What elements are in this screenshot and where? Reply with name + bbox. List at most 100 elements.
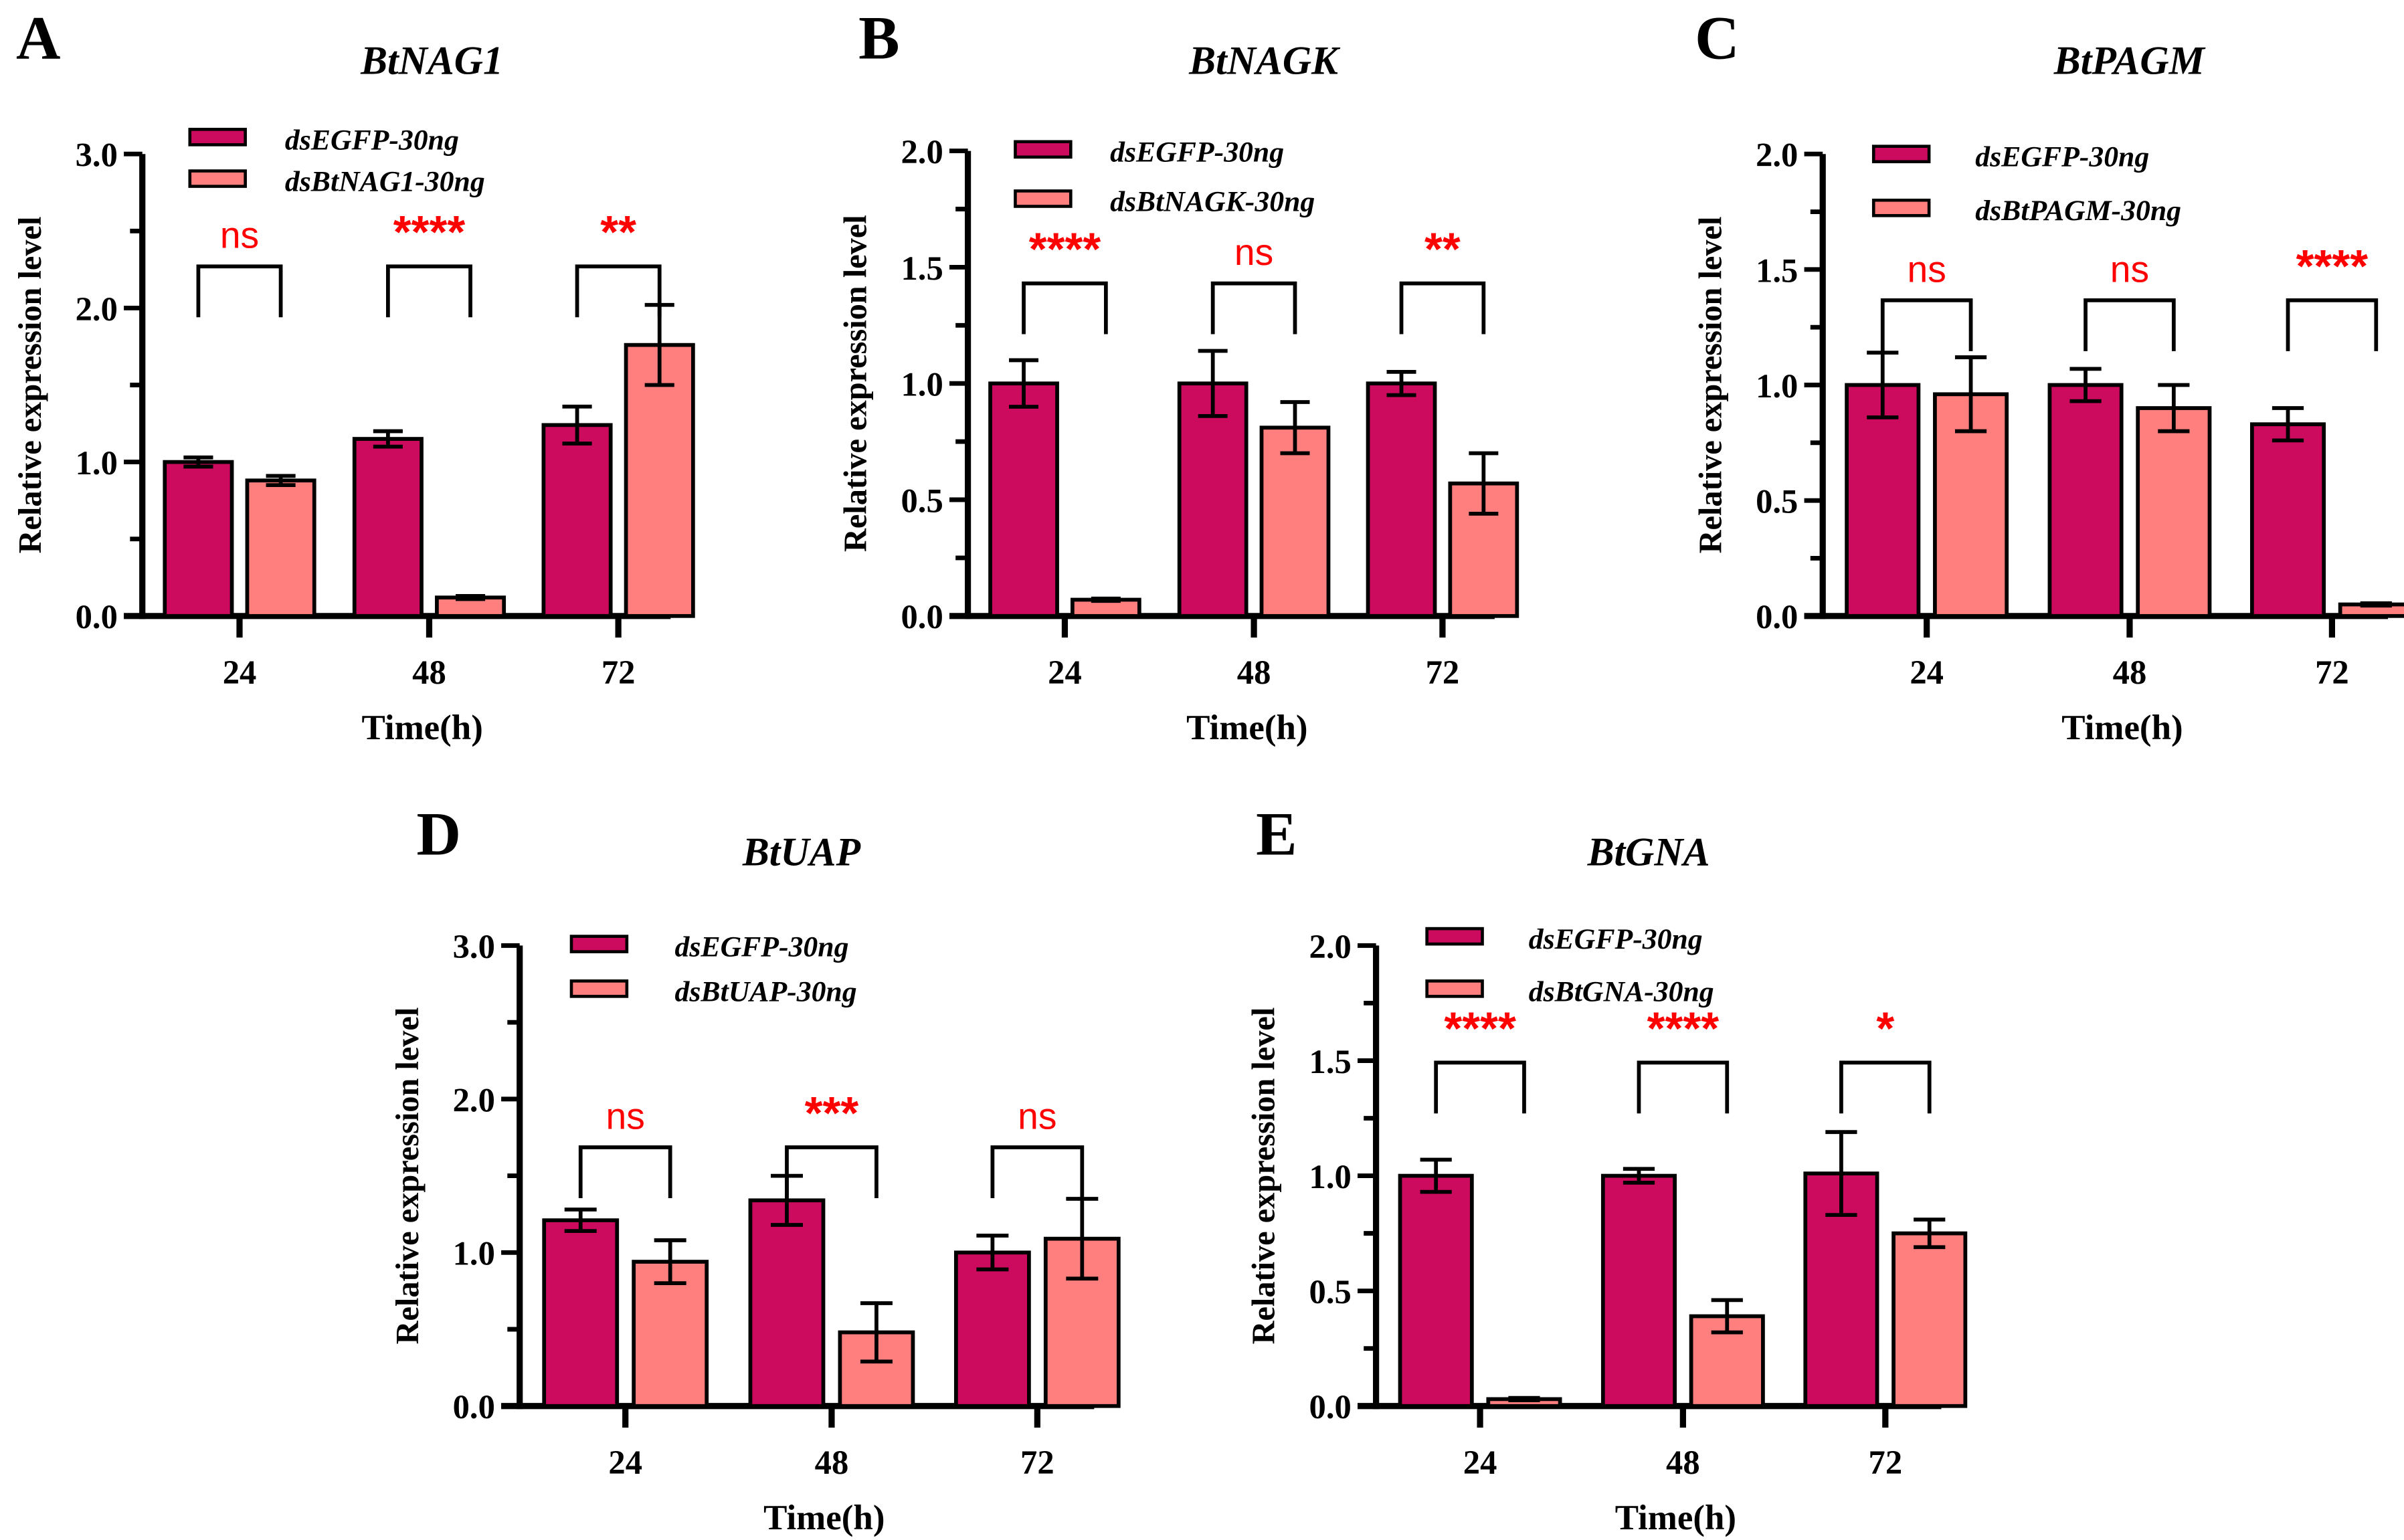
y-tick-label: 0.0	[901, 598, 943, 636]
bar-control	[542, 1218, 620, 1408]
bar-control	[2249, 422, 2326, 618]
significance-label: ****	[1029, 223, 1101, 275]
bar-control	[1845, 383, 1921, 618]
legend-swatch	[569, 935, 629, 953]
y-tick-label: 0.0	[1756, 598, 1798, 636]
bar-treatment	[245, 478, 316, 618]
x-tick-label: 48	[412, 654, 446, 691]
x-tick-label: 72	[1020, 1444, 1054, 1481]
error-bar	[654, 1238, 686, 1286]
panel-b: B BtNAGK 0.0 0.5 1.0 1.5 2.0 Relative expressio…	[838, 3, 1519, 747]
significance-label: **	[600, 206, 636, 258]
error-bar	[1386, 369, 1416, 397]
error-bar	[1508, 1395, 1540, 1403]
y-tick-label: 0.5	[1309, 1273, 1352, 1311]
significance-label: *	[1876, 1002, 1894, 1054]
error-bar	[1867, 351, 1899, 419]
chart-title: BtNAG1	[360, 38, 503, 82]
error-bar	[373, 429, 403, 449]
panel-c: C BtPAGM 0.0 0.5 1.0 1.5 2.0 Relative expressio…	[1693, 3, 2404, 747]
y-tick-label: 0.0	[76, 598, 118, 636]
y-tick-label: 1.0	[1309, 1158, 1352, 1195]
bar-control	[2047, 383, 2124, 618]
y-tick-label: 1.0	[76, 444, 118, 482]
y-tick-label: 0.0	[1309, 1388, 1352, 1426]
y-axis-label: Relative expression level	[1693, 217, 1728, 554]
significance-bracket	[2084, 298, 2176, 351]
x-tick-label: 48	[1666, 1444, 1700, 1481]
error-bar	[2158, 383, 2190, 434]
error-bar	[1280, 400, 1310, 456]
x-tick-label: 48	[815, 1444, 849, 1481]
legend-label: dsBtPAGM-30ng	[1975, 195, 2181, 227]
y-tick-label: 2.0	[1309, 928, 1352, 965]
legend-swatch	[1014, 189, 1073, 208]
y-tick-label: 2.0	[1756, 136, 1798, 174]
significance-label: **	[1424, 223, 1461, 275]
significance-label: ns	[1234, 231, 1273, 273]
y-axis-label: Relative expression level	[390, 1007, 426, 1345]
legend-label: dsBtNAG1-30ng	[285, 165, 485, 197]
y-tick-label: 0.5	[901, 482, 943, 519]
y-tick-label: 1.5	[901, 250, 943, 287]
legend-swatch	[1871, 145, 1931, 164]
panel-label: E	[1256, 800, 1297, 868]
legend-label: dsEGFP-30ng	[675, 931, 849, 963]
panel-label: C	[1695, 3, 1740, 72]
x-tick-label: 24	[223, 654, 257, 691]
error-bar	[976, 1234, 1009, 1272]
x-axis-label: Time(h)	[2061, 708, 2183, 747]
legend-swatch	[569, 979, 629, 998]
significance-bracket	[578, 1145, 672, 1198]
y-tick-label: 1.5	[1756, 252, 1798, 289]
significance-label: ns	[220, 215, 259, 256]
significance-bracket	[575, 264, 662, 318]
significance-label: ****	[1647, 1002, 1720, 1054]
error-bar	[1066, 1197, 1099, 1281]
significance-bracket	[1434, 1060, 1526, 1114]
y-tick-label: 2.0	[453, 1081, 495, 1119]
error-bar	[1825, 1130, 1857, 1217]
bar-control	[748, 1198, 826, 1408]
x-tick-label: 48	[1237, 654, 1271, 691]
x-tick-label: 72	[2315, 654, 2349, 691]
legend-swatch	[1425, 927, 1484, 946]
panel-a: A BtNAG1 0.0 1.0 2.0 3.0 Relative expression l…	[13, 3, 695, 747]
error-bar	[562, 404, 592, 446]
significance-bracket	[196, 264, 283, 318]
x-tick-label: 72	[1869, 1444, 1903, 1481]
significance-label: ns	[1907, 248, 1946, 290]
y-tick-label: 3.0	[76, 136, 118, 174]
legend-label: dsEGFP-30ng	[285, 124, 459, 156]
bar-control	[1177, 381, 1249, 618]
panel-d: D BtUAP 0.0 1.0 2.0 3.0 Relative expression le…	[390, 800, 1121, 1537]
legend-swatch	[1871, 198, 1931, 217]
bar-treatment	[624, 343, 695, 618]
x-tick-label: 24	[608, 1444, 642, 1481]
x-tick-label: 48	[2113, 654, 2147, 691]
significance-bracket	[785, 1145, 879, 1198]
significance-bracket	[1210, 281, 1297, 334]
y-tick-label: 1.5	[1309, 1043, 1352, 1080]
significance-bracket	[2286, 298, 2379, 351]
chart-title: BtPAGM	[2053, 38, 2206, 82]
bar-treatment	[1891, 1231, 1968, 1408]
error-bar	[1914, 1218, 1946, 1250]
bar-control	[1398, 1173, 1474, 1408]
legend-swatch	[188, 128, 247, 147]
bar-control	[541, 423, 613, 618]
significance-label: ns	[1018, 1095, 1056, 1137]
error-bar	[2360, 601, 2392, 608]
y-tick-label: 1.0	[901, 366, 943, 403]
significance-label: ****	[393, 206, 466, 258]
error-bar	[455, 593, 486, 601]
error-bar	[1469, 451, 1499, 516]
x-axis-label: Time(h)	[362, 708, 483, 747]
bar-control	[352, 437, 424, 618]
panel-label: B	[858, 3, 899, 72]
y-tick-label: 2.0	[76, 290, 118, 328]
significance-label: ****	[2296, 239, 2369, 292]
significance-bracket	[1839, 1060, 1932, 1114]
error-bar	[1711, 1298, 1743, 1335]
error-bar	[266, 474, 296, 488]
